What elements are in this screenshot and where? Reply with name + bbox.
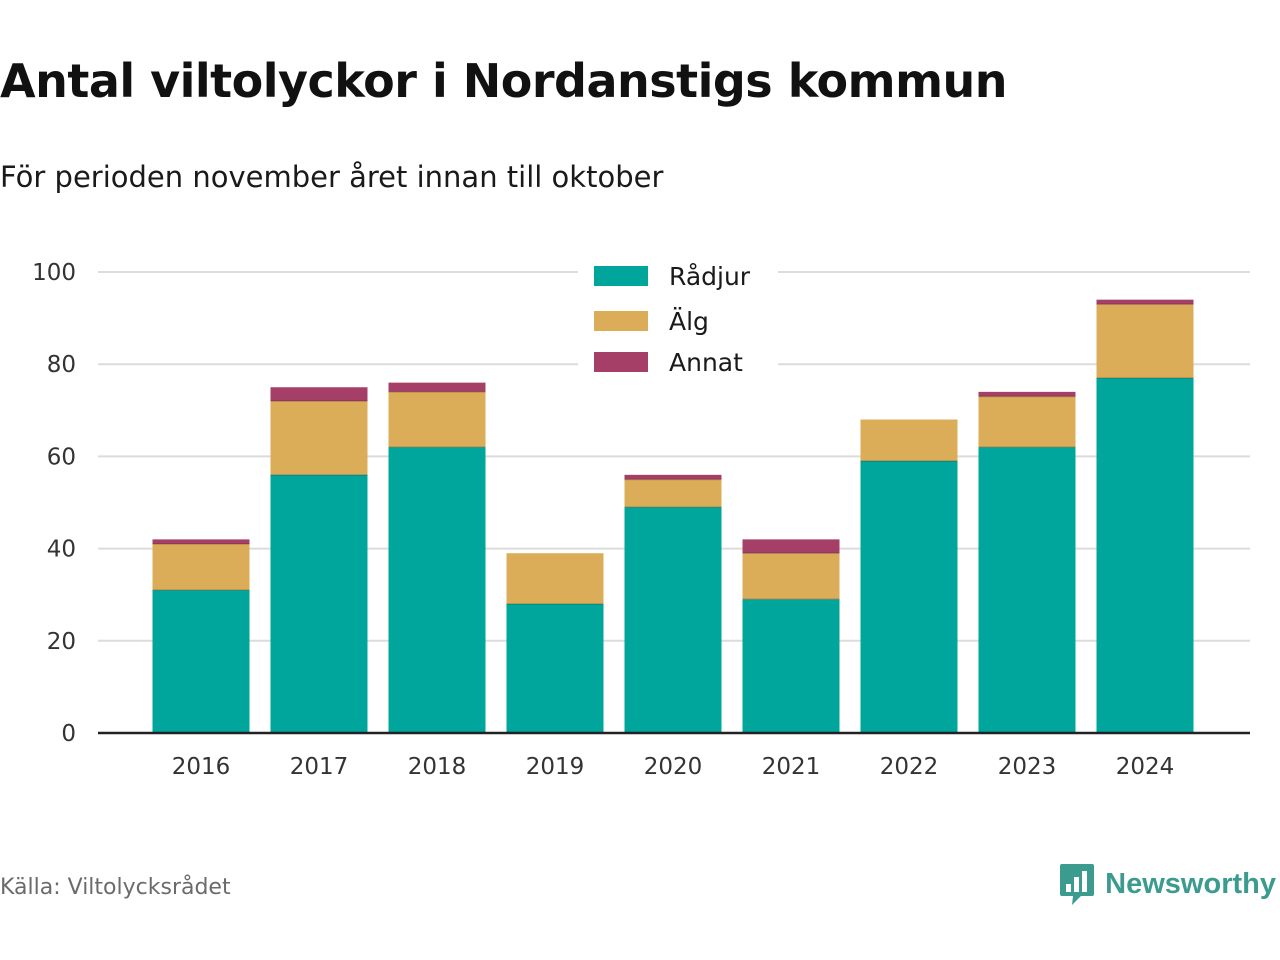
bar-segment <box>506 553 604 604</box>
bar-segment <box>270 474 368 733</box>
y-tick-label: 60 <box>47 444 76 470</box>
x-tick-label: 2018 <box>408 754 467 780</box>
bar-segment <box>152 590 250 733</box>
bar-segment <box>978 447 1076 733</box>
source-note: Källa: Viltolycksrådet <box>0 875 231 900</box>
bar-segment <box>978 391 1076 397</box>
legend-label: Älg <box>669 307 709 336</box>
bar-segment <box>624 479 722 508</box>
bar-segment <box>152 543 250 591</box>
x-tick-label: 2024 <box>1116 754 1175 780</box>
x-tick-label: 2019 <box>526 754 585 780</box>
y-tick-label: 40 <box>47 537 76 563</box>
bar-segment <box>860 461 958 733</box>
legend-label: Annat <box>669 348 743 377</box>
bar-segment <box>742 599 840 733</box>
bar-segment <box>742 553 840 600</box>
bar-chart-speech-bubble-icon <box>1060 864 1095 905</box>
chart-subtitle: För perioden november året innan till ok… <box>0 160 664 194</box>
x-tick-label: 2023 <box>998 754 1057 780</box>
bar-segment <box>388 382 486 392</box>
legend-swatch <box>594 266 648 286</box>
bar-segment <box>270 387 368 402</box>
bar-segment <box>388 447 486 733</box>
bar-segment <box>1096 304 1194 379</box>
bar-segment <box>624 507 722 733</box>
x-tick-label: 2020 <box>644 754 703 780</box>
bar-segment <box>506 603 604 733</box>
bar-segment <box>978 396 1076 448</box>
x-tick-label: 2017 <box>290 754 349 780</box>
bar-segment <box>624 474 722 480</box>
legend-label: Rådjur <box>669 262 751 291</box>
x-tick-label: 2022 <box>880 754 939 780</box>
bars <box>152 299 1194 733</box>
legend: Rådjur Älg Annat <box>578 258 778 382</box>
y-tick-label: 0 <box>61 721 76 747</box>
x-tick-label: 2021 <box>762 754 821 780</box>
x-tick-label: 2016 <box>172 754 231 780</box>
brand-logo: Newsworthy <box>1059 862 1276 906</box>
y-tick-label: 20 <box>47 629 76 655</box>
bar-segment <box>270 401 368 475</box>
bar-segment <box>1096 299 1194 305</box>
y-tick-label: 80 <box>47 352 76 378</box>
bar-segment <box>742 539 840 554</box>
bar-segment <box>388 391 486 448</box>
brand-name: Newsworthy <box>1105 867 1276 900</box>
legend-swatch <box>594 311 648 331</box>
y-tick-label: 100 <box>32 260 76 286</box>
bar-segment <box>152 539 250 544</box>
axes: 0 20 40 60 80 100 2016 2017 2018 2019 2020 2021 2022… <box>32 260 1250 780</box>
chart-title: Antal viltolyckor i Nordanstigs kommun <box>0 54 1008 108</box>
legend-swatch <box>594 352 648 372</box>
bar-segment <box>860 419 958 462</box>
bar-segment <box>1096 378 1194 733</box>
